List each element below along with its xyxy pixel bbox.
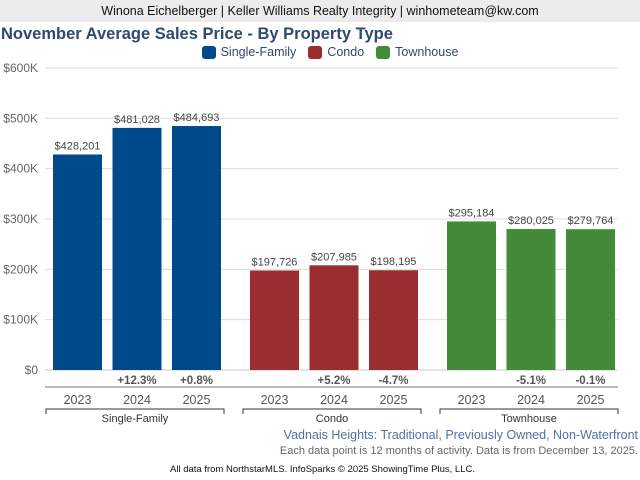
chart-subtitle: Vadnais Heights: Traditional, Previously… bbox=[283, 428, 638, 442]
x-tick-label: 2025 bbox=[577, 393, 605, 407]
y-tick-label: $200K bbox=[3, 262, 38, 276]
legend: Single-Family Condo Townhouse bbox=[0, 45, 640, 59]
group-label: Single-Family bbox=[102, 413, 169, 425]
x-tick-label: 2025 bbox=[380, 393, 408, 407]
data-label: $280,025 bbox=[508, 215, 554, 227]
bar bbox=[369, 270, 418, 370]
legend-item-townhouse[interactable]: Townhouse bbox=[376, 45, 458, 59]
bar bbox=[53, 154, 102, 370]
bar bbox=[506, 229, 556, 370]
bar bbox=[447, 221, 496, 370]
y-tick-label: $500K bbox=[3, 111, 38, 125]
data-note: Each data point is 12 months of activity… bbox=[279, 445, 638, 457]
change-label: -5.1% bbox=[516, 375, 546, 387]
agent-header: Winona Eichelberger | Keller Williams Re… bbox=[0, 0, 640, 22]
bar bbox=[566, 229, 615, 370]
bar bbox=[250, 270, 299, 370]
y-tick-label: $400K bbox=[3, 162, 38, 176]
bar bbox=[112, 127, 162, 371]
x-tick-label: 2023 bbox=[64, 393, 92, 407]
x-tick-label: 2024 bbox=[123, 393, 151, 407]
y-tick-label: $100K bbox=[3, 313, 38, 327]
bar-chart: $0 $100K $200K $300K $400K $500K $600K $428,201… bbox=[3, 61, 619, 425]
legend-item-single-family[interactable]: Single-Family bbox=[201, 45, 297, 59]
change-label: -4.7% bbox=[378, 375, 408, 387]
legend-label: Condo bbox=[327, 45, 365, 59]
group-bracket bbox=[439, 408, 619, 414]
group-label: Townhouse bbox=[501, 413, 557, 425]
group-bracket bbox=[242, 408, 422, 414]
change-label: +5.2% bbox=[318, 375, 351, 387]
x-tick-label: 2025 bbox=[183, 393, 211, 407]
y-tick-label: $300K bbox=[3, 212, 38, 226]
group-label: Condo bbox=[316, 413, 348, 425]
legend-label: Townhouse bbox=[395, 45, 459, 59]
legend-swatch-townhouse bbox=[376, 45, 391, 59]
x-tick-label: 2024 bbox=[320, 393, 348, 407]
legend-label: Single-Family bbox=[220, 45, 297, 59]
y-tick-label: $0 bbox=[25, 363, 39, 377]
data-label: $484,693 bbox=[174, 112, 220, 124]
legend-item-condo[interactable]: Condo bbox=[308, 45, 364, 59]
x-tick-label: 2024 bbox=[517, 393, 545, 407]
data-label: $198,195 bbox=[371, 256, 417, 268]
footer-credit: All data from NorthstarMLS. InfoSparks ©… bbox=[170, 464, 475, 475]
bar bbox=[172, 126, 221, 370]
x-tick-label: 2023 bbox=[458, 393, 486, 407]
data-label: $207,985 bbox=[311, 251, 357, 263]
y-tick-label: $600K bbox=[3, 61, 38, 75]
data-label: $428,201 bbox=[55, 140, 101, 152]
legend-swatch-single-family bbox=[201, 45, 216, 59]
group-bracket bbox=[45, 408, 225, 414]
bar bbox=[309, 265, 359, 370]
chart-title: November Average Sales Price - By Proper… bbox=[1, 25, 393, 43]
change-label: +0.8% bbox=[180, 375, 213, 387]
legend-swatch-condo bbox=[308, 45, 323, 59]
data-label: $295,184 bbox=[449, 207, 495, 219]
x-tick-label: 2023 bbox=[261, 393, 289, 407]
data-label: $481,028 bbox=[114, 114, 160, 126]
change-label: +12.3% bbox=[117, 375, 156, 387]
data-label: $197,726 bbox=[252, 256, 298, 268]
change-label: -0.1% bbox=[575, 375, 605, 387]
data-label: $279,764 bbox=[568, 215, 614, 227]
